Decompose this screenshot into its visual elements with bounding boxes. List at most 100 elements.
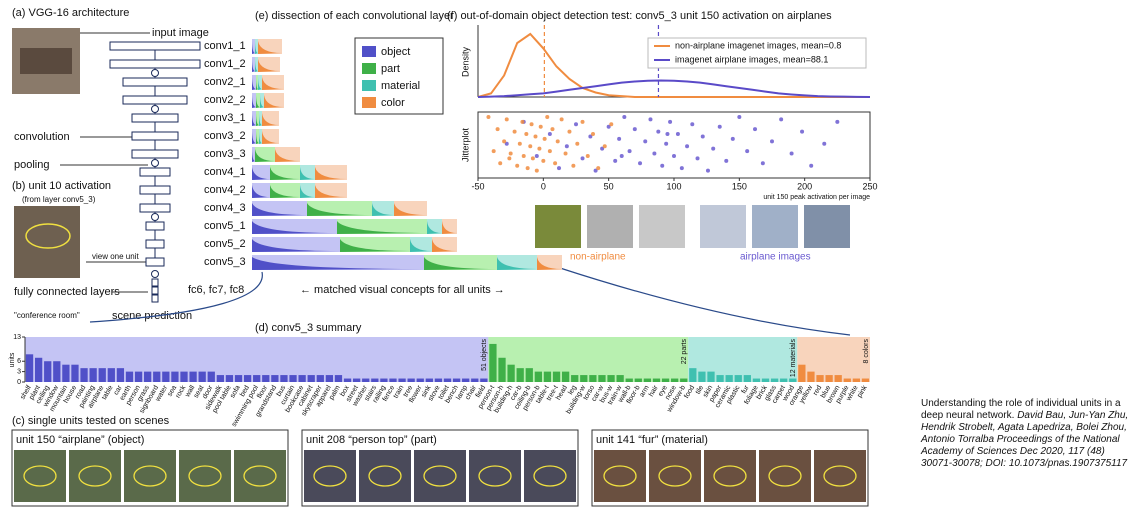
y-tick-label: 6 (17, 358, 21, 365)
jitter-point (672, 153, 676, 158)
x-tick-label: 0 (541, 181, 546, 191)
bar (44, 361, 52, 382)
bar (225, 375, 234, 382)
unit-outline (768, 465, 802, 487)
bar (698, 371, 706, 382)
layer-segment-hist (410, 239, 432, 252)
group-label: 8 colors (863, 339, 870, 364)
scene-photo (69, 450, 121, 502)
bar (661, 378, 670, 382)
jitter-point (542, 136, 547, 141)
jitter-point (652, 151, 657, 156)
jitter-point (515, 163, 520, 168)
thumbnail (639, 205, 685, 248)
jitter-point (779, 117, 784, 122)
bar (234, 375, 243, 382)
unit-outline (243, 465, 277, 487)
unit-title: unit 141 “fur” (material) (596, 434, 708, 446)
jitter-point (545, 115, 550, 119)
unit-outline (313, 465, 347, 487)
bar (180, 371, 188, 382)
jitter-point (675, 132, 680, 137)
scene-photo (304, 450, 356, 502)
bar (861, 378, 870, 382)
jitter-point (547, 149, 552, 154)
fc-label: fully connected layers (14, 286, 120, 298)
layer-segment-hist (258, 77, 262, 90)
layer-segment-hist (255, 149, 275, 162)
input-photo-detail (20, 48, 72, 74)
bar (680, 378, 688, 382)
bar (25, 354, 34, 382)
y-axis-label: Density (460, 46, 470, 77)
x-tick-label: -50 (471, 181, 484, 191)
bar (752, 378, 761, 382)
jitter-point (705, 168, 710, 173)
jitter-point (534, 153, 539, 158)
group-bg (688, 337, 798, 382)
x-tick-label: tile (695, 384, 706, 395)
jitter-point (711, 146, 716, 151)
legend-label: color (381, 97, 405, 109)
x-axis-label: unit 150 peak activation per image (763, 194, 870, 201)
jitter-point (547, 132, 552, 137)
jitter-point (575, 141, 580, 146)
bar (571, 375, 579, 382)
bar (434, 378, 443, 382)
jitter-point (753, 127, 758, 132)
bar (262, 375, 270, 382)
layer-segment-hist (427, 221, 442, 234)
view-unit: view one unit (92, 252, 139, 261)
bar (371, 378, 379, 382)
unit-outline (78, 465, 112, 487)
legend-box (647, 37, 867, 69)
layer-segment-hist (252, 95, 256, 108)
bar (216, 375, 224, 382)
bar (561, 371, 570, 382)
pool-circle (151, 69, 159, 77)
jitter-point (529, 122, 534, 127)
jitter-point (524, 132, 529, 137)
jitter-point (530, 156, 535, 161)
scene-photo (649, 450, 701, 502)
bar (34, 357, 43, 382)
layer-segment (256, 93, 260, 108)
jitter-point (580, 156, 585, 161)
bar (116, 368, 125, 382)
jitter-point (730, 136, 735, 141)
layer-name: conv1_2 (204, 58, 246, 70)
bar (607, 375, 615, 382)
layer-segment-hist (340, 239, 410, 252)
jitter-point (809, 163, 814, 168)
jitter-point (504, 117, 509, 122)
layer-segment (252, 129, 256, 144)
layer-segment-hist (256, 113, 259, 126)
bar (452, 378, 461, 382)
jitter-point (502, 139, 507, 144)
bar (380, 378, 388, 382)
unit-title: unit 150 “airplane” (object) (16, 434, 144, 446)
scene-photo (469, 450, 521, 502)
layer-segment-hist (255, 59, 258, 72)
x-tick-label: red (812, 384, 823, 396)
layer-segment (256, 129, 259, 144)
jitter-point (717, 124, 722, 129)
bar (316, 375, 324, 382)
jitter-point (557, 166, 562, 171)
layer-segment-hist (252, 59, 255, 72)
legend-swatch (362, 80, 376, 91)
layer-segment (252, 39, 255, 54)
conv-box (139, 203, 171, 213)
bar (552, 371, 561, 382)
unit-outline (533, 465, 567, 487)
bar (798, 364, 806, 382)
layer-name: conv1_1 (204, 40, 246, 52)
jitter-point (533, 134, 538, 139)
bar (652, 378, 661, 382)
jitter-point (593, 168, 598, 173)
layer-segment-hist (252, 149, 255, 162)
layer-segment-hist (300, 167, 315, 180)
layer-name: conv4_2 (204, 184, 246, 196)
jitter-point (564, 144, 569, 149)
jitter-point (619, 153, 624, 158)
